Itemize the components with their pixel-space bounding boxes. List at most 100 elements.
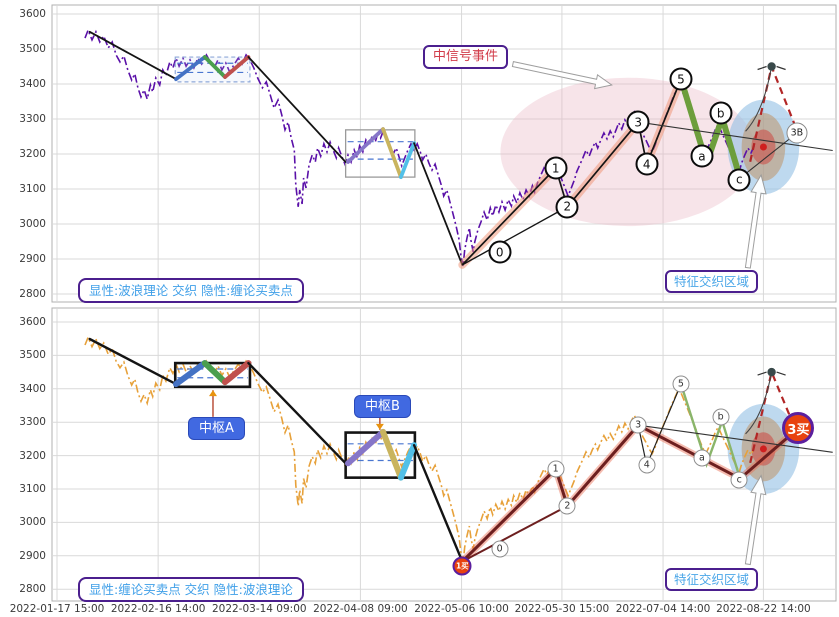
feature-zone-dot xyxy=(759,445,767,453)
y-tick-label: 3500 xyxy=(19,349,46,362)
y-tick-label: 3100 xyxy=(19,483,46,495)
x-tick-label: 2022-05-06 10:00 xyxy=(414,603,509,615)
projection-apex-dot xyxy=(767,367,776,377)
wave-marker-0: 0 xyxy=(488,240,512,264)
y-tick-label: 2900 xyxy=(19,253,46,265)
wave-marker-0: 0 xyxy=(491,540,509,558)
y-tick-label: 3300 xyxy=(19,416,46,429)
wave3-trend-extension xyxy=(638,121,833,152)
projection-apex-dot xyxy=(767,62,776,71)
signal-event-label: 中信号事件 xyxy=(423,45,509,69)
y-tick-label: 3600 xyxy=(19,316,46,328)
price-line xyxy=(84,27,755,267)
trend-segment-khaki xyxy=(381,127,403,180)
projection-curve xyxy=(745,371,773,435)
wave-marker-5: 5 xyxy=(669,67,693,91)
y-tick-label: 3000 xyxy=(19,218,46,230)
chan-segment-path xyxy=(461,423,800,563)
y-tick-label: 3100 xyxy=(19,183,46,195)
wave-marker-a: a xyxy=(690,144,714,168)
panel-border xyxy=(51,307,837,602)
wave-marker-4: 4 xyxy=(638,456,656,474)
buy-point-marker-1买: 1买 xyxy=(452,556,472,576)
wedge-line xyxy=(461,505,568,563)
white-block-arrow xyxy=(511,61,613,90)
pivot-box xyxy=(173,361,252,389)
apex-whisker xyxy=(757,371,767,376)
wave-marker-c: c xyxy=(727,168,751,192)
pivot-arrow-head xyxy=(208,390,217,397)
x-tick-label: 2022-08-22 14:00 xyxy=(716,603,811,615)
wave-marker-a: a xyxy=(693,449,711,467)
feature-zone-dot xyxy=(759,143,767,151)
trend-segment-purple xyxy=(345,428,386,467)
apex-whisker xyxy=(776,65,786,71)
wave-marker-c: c xyxy=(730,471,748,489)
pivot-arrow-head xyxy=(375,423,384,430)
trend-segment-red xyxy=(223,55,251,79)
wave-marker-2: 2 xyxy=(555,195,579,219)
apex-whisker xyxy=(757,65,767,71)
y-tick-label: 3600 xyxy=(19,8,46,20)
wave3-trend-extension xyxy=(638,424,833,453)
y-tick-label: 3500 xyxy=(19,43,46,55)
signal-region-ellipse xyxy=(500,77,756,227)
projection-curve xyxy=(745,66,773,132)
wave-path xyxy=(461,78,682,266)
wave-marker-3: 3 xyxy=(626,110,650,134)
y-tick-label: 2900 xyxy=(19,549,46,562)
white-block-arrow xyxy=(744,173,767,269)
wave-marker-1: 1 xyxy=(544,156,568,180)
trend-segment-black xyxy=(247,361,347,465)
x-tick-label: 2022-07-04 14:00 xyxy=(615,603,711,615)
y-tick-label: 2800 xyxy=(19,583,46,596)
feature-zone-label-top: 特征交织区域 xyxy=(665,270,759,293)
trend-segment-black xyxy=(247,56,347,163)
wave-marker-2: 2 xyxy=(558,497,576,515)
trend-segment-khaki xyxy=(380,428,404,481)
wave-marker-4: 4 xyxy=(635,152,659,176)
y-tick-label: 3400 xyxy=(19,382,46,395)
trend-segment-green xyxy=(202,55,227,79)
trend-segment-black xyxy=(88,30,177,80)
pivot-a-label: 中枢A xyxy=(188,417,245,440)
trend-segment-red xyxy=(222,360,252,386)
y-tick-label: 3400 xyxy=(19,78,46,90)
trend-segment-black xyxy=(413,142,464,266)
y-tick-label: 3200 xyxy=(19,449,46,462)
trend-segment-cyan xyxy=(398,141,417,180)
pivot-b-label: 中枢B xyxy=(354,395,411,418)
trend-segment-black xyxy=(88,337,178,386)
trend-segment-blue xyxy=(174,55,207,81)
wedge-line xyxy=(461,206,568,266)
wave-marker-b: b xyxy=(712,408,730,426)
trend-segment-purple xyxy=(346,127,385,164)
buy-point-marker-3买: 3买 xyxy=(782,412,815,445)
projection-triangle xyxy=(749,368,799,464)
wave-marker-3: 3 xyxy=(629,416,647,434)
feature-zone-label-bottom: 特征交织区域 xyxy=(665,568,759,591)
abc-correction-path xyxy=(678,78,743,179)
trend-segment-blue xyxy=(173,360,208,388)
trend-segment-cyan xyxy=(397,442,418,481)
trend-segment-green xyxy=(201,360,228,386)
apex-whisker xyxy=(776,371,786,376)
bottom-panel-caption: 显性:缠论买卖点 交织 隐性:波浪理论 xyxy=(78,577,304,602)
wave-marker-5: 5 xyxy=(672,375,690,393)
x-tick-label: 2022-03-14 09:00 xyxy=(211,603,307,615)
wave-marker-b: b xyxy=(709,101,733,125)
top-panel-caption: 显性:波浪理论 交织 隐性:缠论买卖点 xyxy=(78,278,304,303)
x-tick-label: 2022-01-17 15:00 xyxy=(9,603,105,615)
y-tick-label: 3300 xyxy=(19,113,46,125)
wave-3b-marker: 3B xyxy=(786,122,808,144)
y-tick-label: 2800 xyxy=(19,288,46,300)
x-tick-label: 2022-02-16 14:00 xyxy=(110,603,206,615)
c-to-3b-line xyxy=(739,132,798,179)
x-tick-label: 2022-04-08 09:00 xyxy=(313,603,408,615)
y-tick-label: 3000 xyxy=(19,516,46,529)
white-block-arrow xyxy=(744,474,767,566)
x-tick-label: 2022-05-30 15:00 xyxy=(514,603,610,615)
trend-segment-black xyxy=(412,444,464,563)
y-tick-label: 3200 xyxy=(19,148,46,160)
